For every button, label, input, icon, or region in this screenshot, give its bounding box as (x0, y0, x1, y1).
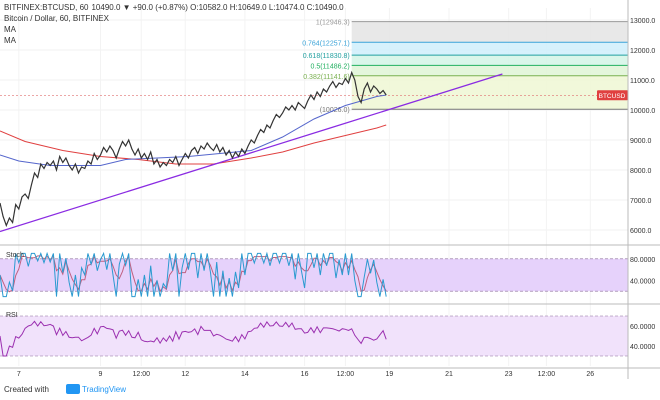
price-tag-label: BTCUSD (599, 93, 626, 100)
y-tick-label: 60.0000 (630, 324, 655, 331)
stoch-panel: 80.0000 40.0000 (0, 251, 655, 298)
x-tick-label: 26 (586, 371, 594, 378)
x-tick-label: 16 (301, 371, 309, 378)
x-tick-label: 12:00 (538, 371, 556, 378)
rsi-title[interactable]: RSI (6, 312, 18, 319)
price-line (0, 70, 387, 228)
ohlc-readout: 10490.0 ▼ +90.0 (+0.87%) O:10582.0 H:106… (91, 3, 344, 12)
y-tick-label: 13000.0 (630, 18, 655, 25)
oscillator-band (0, 258, 628, 292)
chart-header: BITFINEX:BTCUSD, 60 10490.0 ▼ +90.0 (+0.8… (4, 2, 347, 46)
fib-band (351, 42, 628, 56)
ma-legend-2[interactable]: MA (4, 36, 16, 45)
x-tick-label: 7 (17, 371, 21, 378)
fib-band (351, 55, 628, 66)
symbol-label[interactable]: BITFINEX:BTCUSD, 60 (4, 3, 89, 12)
footer: Created with TradingView (0, 379, 660, 400)
stoch-k-line (0, 251, 387, 298)
y-tick-label: 6000.0 (630, 228, 652, 235)
price-panel: 6000.0 7000.0 8000.0 9000.0 10000.0 11000.0 12… (0, 8, 655, 366)
y-tick-label: 40.0000 (630, 344, 655, 351)
oscillator-band (0, 316, 628, 356)
price-tag (597, 90, 628, 101)
x-tick-label: 9 (99, 371, 103, 378)
fib-band (351, 75, 628, 110)
y-tick-label: 40.0000 (630, 278, 655, 285)
fib-level-label: 1(12946.3) (316, 20, 350, 27)
y-tick-label: 80.0000 (630, 257, 655, 264)
created-with-label: Created with (4, 385, 49, 394)
fib-level-label: (10026.0) (320, 107, 350, 114)
stoch-title[interactable]: Stoch (6, 252, 24, 259)
fib-level-label: 0.382(11141.6) (303, 74, 349, 81)
x-tick-label: 12 (181, 371, 189, 378)
trendline (0, 73, 503, 233)
x-axis: 7 9 12:00 12 14 16 12:00 19 21 23 12:00 26 (17, 371, 594, 378)
fib-level-label: 0.5(11486.2) (310, 63, 349, 70)
y-tick-label: 9000.0 (630, 138, 652, 145)
fib-level-label: 0.764(12257.1) (302, 40, 349, 47)
x-tick-label: 12:00 (337, 371, 355, 378)
tradingview-logo-icon[interactable] (66, 384, 80, 394)
y-tick-label: 8000.0 (630, 168, 652, 175)
ma-legend-1[interactable]: MA (4, 25, 16, 34)
x-tick-label: 21 (445, 371, 453, 378)
y-tick-label: 7000.0 (630, 198, 652, 205)
fib-band (351, 65, 628, 76)
y-tick-label: 11000.0 (630, 78, 655, 85)
tradingview-link[interactable]: TradingView (82, 385, 127, 394)
y-tick-label: 12000.0 (630, 48, 655, 55)
instrument-name: Bitcoin / Dollar, 60, BITFINEX (4, 14, 109, 23)
x-tick-label: 23 (505, 371, 513, 378)
fib-level-label: 0.618(11830.8) (303, 53, 350, 60)
x-tick-label: 14 (241, 371, 249, 378)
y-tick-label: 10000.0 (630, 108, 655, 115)
rsi-panel: 60.0000 40.0000 (0, 315, 655, 357)
x-tick-label: 12:00 (133, 371, 151, 378)
rsi-line (0, 320, 387, 357)
fib-band (351, 21, 628, 43)
x-tick-label: 19 (385, 371, 393, 378)
